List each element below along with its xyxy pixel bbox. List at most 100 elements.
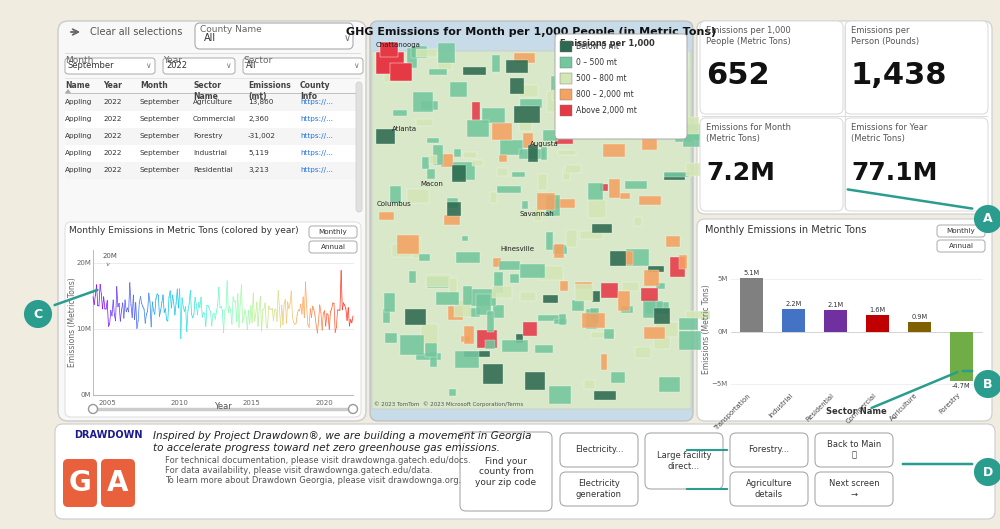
Text: Below 0 mt: Below 0 mt bbox=[576, 42, 619, 51]
Bar bbox=[379, 212, 394, 220]
Bar bbox=[625, 251, 633, 266]
Circle shape bbox=[975, 206, 1000, 232]
Text: County Name: County Name bbox=[200, 25, 262, 34]
Bar bbox=[594, 391, 616, 399]
Bar bbox=[419, 254, 430, 261]
FancyBboxPatch shape bbox=[65, 58, 155, 74]
Bar bbox=[520, 99, 542, 107]
Bar bbox=[500, 140, 523, 154]
Bar bbox=[655, 322, 678, 336]
Circle shape bbox=[88, 405, 98, 414]
Text: Emissions per
Person (Pounds): Emissions per Person (Pounds) bbox=[851, 26, 919, 46]
Bar bbox=[555, 74, 575, 86]
Text: A: A bbox=[983, 213, 993, 225]
Bar bbox=[523, 133, 533, 149]
Bar bbox=[644, 270, 659, 286]
FancyBboxPatch shape bbox=[845, 21, 988, 114]
Text: Emissions (Metric Tons): Emissions (Metric Tons) bbox=[702, 284, 712, 374]
Bar bbox=[572, 299, 584, 312]
Text: Year: Year bbox=[214, 402, 232, 411]
Text: 5.1M: 5.1M bbox=[744, 270, 760, 276]
Bar bbox=[590, 308, 599, 324]
Bar bbox=[469, 308, 480, 316]
Bar bbox=[555, 124, 573, 144]
Bar bbox=[950, 332, 973, 381]
Bar bbox=[541, 148, 547, 160]
Bar bbox=[464, 351, 490, 357]
Text: To learn more about Drawdown Georgia, please visit drawdownga.org.: To learn more about Drawdown Georgia, pl… bbox=[165, 476, 461, 485]
FancyBboxPatch shape bbox=[560, 472, 638, 506]
FancyBboxPatch shape bbox=[460, 432, 552, 511]
Bar bbox=[666, 236, 680, 247]
Bar bbox=[642, 129, 657, 150]
Bar bbox=[560, 105, 572, 116]
Text: Month: Month bbox=[140, 81, 168, 90]
Bar bbox=[519, 149, 545, 159]
Bar bbox=[393, 110, 407, 116]
Circle shape bbox=[975, 371, 1000, 397]
Text: Inspired by Project Drawdown®, we are building a movement in Georgia: Inspired by Project Drawdown®, we are bu… bbox=[153, 431, 532, 441]
Bar bbox=[565, 165, 581, 173]
Text: Forestry...: Forestry... bbox=[748, 445, 790, 454]
Bar bbox=[433, 145, 443, 166]
Text: September: September bbox=[68, 61, 115, 70]
FancyBboxPatch shape bbox=[243, 58, 363, 74]
Bar bbox=[452, 165, 466, 182]
Text: Annual: Annual bbox=[948, 243, 974, 249]
Bar bbox=[429, 69, 447, 75]
Text: https://...: https://... bbox=[300, 116, 333, 122]
Bar bbox=[444, 215, 460, 225]
Bar bbox=[421, 101, 438, 110]
Bar bbox=[566, 230, 577, 248]
Bar bbox=[463, 286, 472, 305]
Text: 77.1M: 77.1M bbox=[851, 161, 937, 185]
Bar bbox=[472, 160, 483, 166]
Text: 7.2M: 7.2M bbox=[706, 161, 775, 185]
Bar bbox=[449, 278, 457, 294]
Bar bbox=[602, 53, 613, 67]
Bar bbox=[528, 145, 538, 162]
Bar bbox=[659, 377, 680, 392]
Text: Residential: Residential bbox=[805, 392, 836, 422]
Bar bbox=[686, 163, 705, 176]
FancyBboxPatch shape bbox=[560, 433, 638, 467]
Bar bbox=[461, 336, 470, 342]
Text: 2,360: 2,360 bbox=[248, 116, 269, 122]
Text: Next screen
→: Next screen → bbox=[829, 479, 879, 499]
Bar bbox=[560, 41, 572, 52]
Bar bbox=[559, 314, 566, 325]
Text: 1,438: 1,438 bbox=[851, 61, 948, 90]
Bar bbox=[610, 251, 626, 266]
Bar bbox=[485, 340, 495, 349]
Bar bbox=[463, 67, 486, 75]
Text: Appling: Appling bbox=[65, 150, 92, 156]
Text: Monthly Emissions in Metric Tons: Monthly Emissions in Metric Tons bbox=[705, 225, 866, 235]
Text: Emissions per 1,000: Emissions per 1,000 bbox=[560, 39, 655, 48]
Text: GHG Emissions for Month per 1,000 People (in Metric Tons): GHG Emissions for Month per 1,000 People… bbox=[346, 27, 717, 37]
Circle shape bbox=[349, 405, 358, 414]
Bar bbox=[543, 130, 558, 141]
Bar bbox=[679, 256, 687, 269]
Text: Augusta: Augusta bbox=[530, 141, 559, 147]
Bar bbox=[426, 275, 451, 287]
FancyBboxPatch shape bbox=[195, 23, 353, 49]
Text: 3,213: 3,213 bbox=[248, 167, 269, 173]
Bar bbox=[510, 78, 524, 94]
Bar bbox=[686, 311, 710, 318]
Text: DRAWDOWN: DRAWDOWN bbox=[74, 430, 142, 440]
FancyBboxPatch shape bbox=[309, 241, 357, 253]
Bar bbox=[413, 92, 433, 112]
Text: Back to Main
⓪: Back to Main ⓪ bbox=[827, 440, 881, 460]
Bar bbox=[575, 282, 592, 289]
Bar bbox=[634, 217, 642, 226]
Text: 2.2M: 2.2M bbox=[786, 300, 802, 307]
Text: 1.6M: 1.6M bbox=[869, 307, 885, 313]
Text: Emissions (Metric Tons): Emissions (Metric Tons) bbox=[68, 278, 78, 367]
Text: 0.9M: 0.9M bbox=[911, 314, 927, 320]
Text: https://...: https://... bbox=[300, 133, 333, 139]
Text: Savannah: Savannah bbox=[520, 211, 555, 217]
Bar bbox=[429, 154, 437, 165]
Text: County
Info: County Info bbox=[300, 81, 331, 101]
Text: Large facility
direct...: Large facility direct... bbox=[657, 451, 711, 471]
Bar bbox=[558, 150, 576, 155]
